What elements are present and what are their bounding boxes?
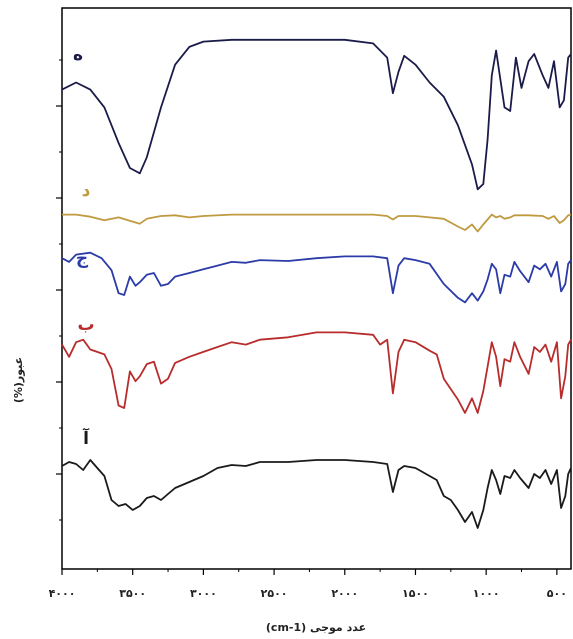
- y-axis-ticks: [56, 59, 62, 521]
- x-tick-label: ۴۰۰۰: [49, 587, 76, 600]
- x-tick-label: ۵۰۰: [547, 587, 567, 600]
- series-line: [61, 38, 572, 191]
- series-line: [61, 331, 572, 414]
- x-tick-label: ۲۰۰۰: [331, 587, 358, 600]
- x-tick-label: ۳۰۰۰: [190, 587, 217, 600]
- series-label: ج: [76, 249, 89, 269]
- series-label: ب: [77, 315, 94, 335]
- plot-frame: [61, 7, 572, 570]
- x-tick-label: ۲۵۰۰: [261, 587, 288, 600]
- series-line: [61, 251, 572, 304]
- series-label: د: [82, 181, 91, 201]
- series-labels: ه د ج ب آ: [73, 45, 95, 449]
- x-axis-title: عدد موجی (cm-1): [266, 621, 366, 634]
- x-axis: ۴۰۰۰ ۳۵۰۰ ۳۰۰۰ ۲۵۰۰ ۲۰۰۰ ۱۵۰۰ ۱۰۰۰ ۵۰۰: [49, 569, 567, 600]
- x-tick-label: ۱۰۰۰: [473, 587, 500, 600]
- x-tick-label: ۱۵۰۰: [402, 587, 429, 600]
- series-line: [61, 459, 572, 529]
- series-line: [62, 213, 572, 233]
- y-axis-title: عبور(%): [12, 357, 25, 403]
- series-group: [61, 38, 572, 529]
- x-tick-label: ۳۵۰۰: [119, 587, 146, 600]
- series-label: ه: [73, 45, 83, 65]
- series-label: آ: [82, 427, 90, 449]
